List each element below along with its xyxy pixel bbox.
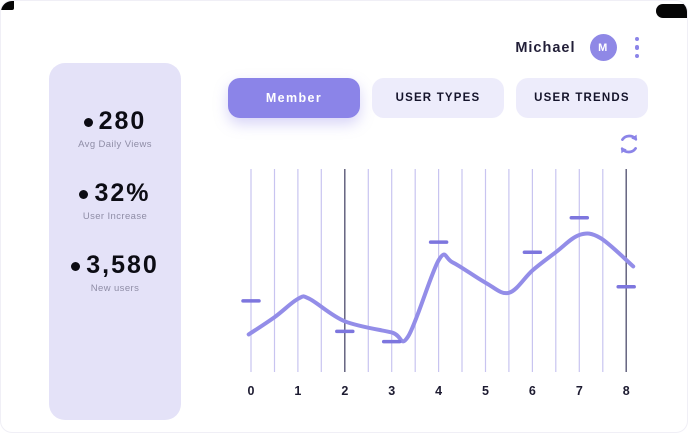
x-axis-label: 8	[623, 384, 630, 398]
refresh-button[interactable]	[617, 132, 641, 156]
tab-user-types[interactable]: USER TYPES	[372, 78, 504, 118]
bullet-icon	[83, 118, 93, 127]
stat-avg-daily-views: 280 Avg Daily Views	[78, 107, 152, 150]
x-axis-label: 7	[576, 384, 583, 398]
x-axis-label: 6	[529, 384, 536, 398]
stat-label: Avg Daily Views	[78, 139, 152, 150]
stat-value: 32%	[94, 179, 151, 207]
kebab-menu-icon[interactable]	[631, 35, 644, 61]
stat-value: 280	[98, 107, 147, 135]
tab-bar: Member USER TYPES USER TRENDS	[228, 78, 648, 118]
bullet-icon	[79, 190, 89, 199]
member-chart: 0 1 2 3 4 5 6 7 8	[241, 169, 636, 398]
x-axis-label: 0	[248, 384, 255, 398]
x-axis-label: 1	[294, 384, 301, 398]
stat-label: New users	[90, 283, 140, 294]
x-axis-label: 2	[341, 384, 348, 398]
stat-user-increase: 32% User Increase	[79, 179, 150, 222]
top-left-corner-mark	[1, 1, 14, 10]
stat-new-users: 3,580 New users	[71, 251, 159, 294]
refresh-icon	[620, 134, 638, 154]
stat-value: 3,580	[86, 251, 159, 279]
x-axis-label: 3	[388, 384, 395, 398]
trend-curve	[246, 231, 636, 344]
avatar-initial: M	[598, 41, 608, 54]
x-axis-label: 5	[482, 384, 489, 398]
header: Michael M	[515, 34, 643, 61]
bullet-icon	[71, 262, 81, 271]
stat-label: User Increase	[82, 211, 148, 222]
stats-sidebar: 280 Avg Daily Views 32% User Increase 3,…	[49, 63, 181, 420]
tab-member[interactable]: Member	[228, 78, 360, 118]
user-avatar[interactable]: M	[589, 34, 617, 61]
x-axis-label: 4	[435, 384, 442, 398]
user-name: Michael	[515, 39, 576, 56]
top-right-corner-mark	[656, 4, 687, 18]
tab-user-trends[interactable]: USER TRENDS	[516, 78, 648, 118]
